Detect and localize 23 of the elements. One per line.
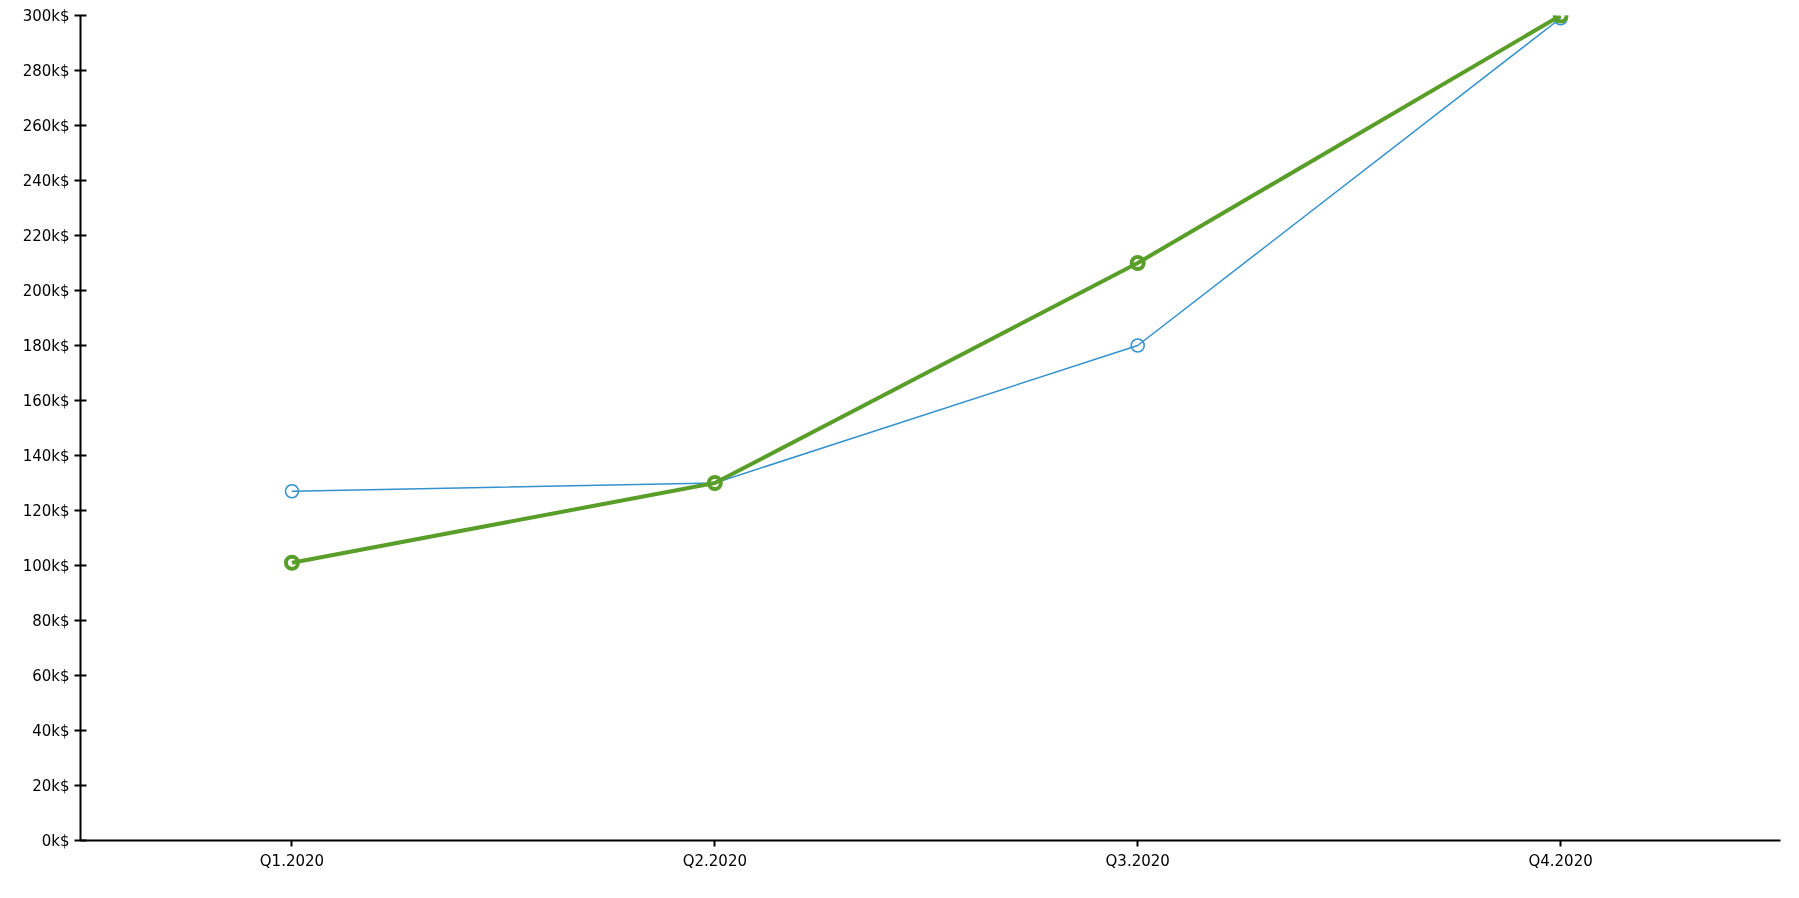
y-tick-label: 140k$	[22, 446, 70, 465]
y-tick-label: 160k$	[22, 391, 70, 410]
y-tick-label: 100k$	[22, 556, 70, 575]
point	[1129, 255, 1146, 271]
x-tick-label: Q1.2020	[259, 851, 325, 870]
y-tick-label: 0k$	[41, 831, 70, 850]
x-tick-label: Q4.2020	[1528, 851, 1593, 870]
point	[284, 484, 300, 499]
y-tick-label: 40k$	[32, 721, 70, 740]
y-tick-label: 240k$	[22, 171, 70, 190]
x-tick-label: Q2.2020	[682, 851, 747, 870]
y-tick-label: 120k$	[22, 501, 70, 520]
y-tick-label: 80k$	[32, 611, 70, 630]
y-tick-label: 200k$	[22, 281, 70, 300]
point	[1130, 338, 1145, 353]
y-tick-label: 20k$	[32, 776, 70, 795]
y-tick-label: 300k$	[22, 6, 70, 25]
y-tick-label: 220k$	[22, 226, 70, 245]
y-tick-label: 280k$	[22, 61, 70, 80]
y-tick-label: 180k$	[22, 336, 70, 355]
y-tick-label: 60k$	[32, 666, 70, 685]
y-tick-label: 260k$	[22, 116, 70, 135]
x-tick-label: Q3.2020	[1105, 851, 1170, 870]
